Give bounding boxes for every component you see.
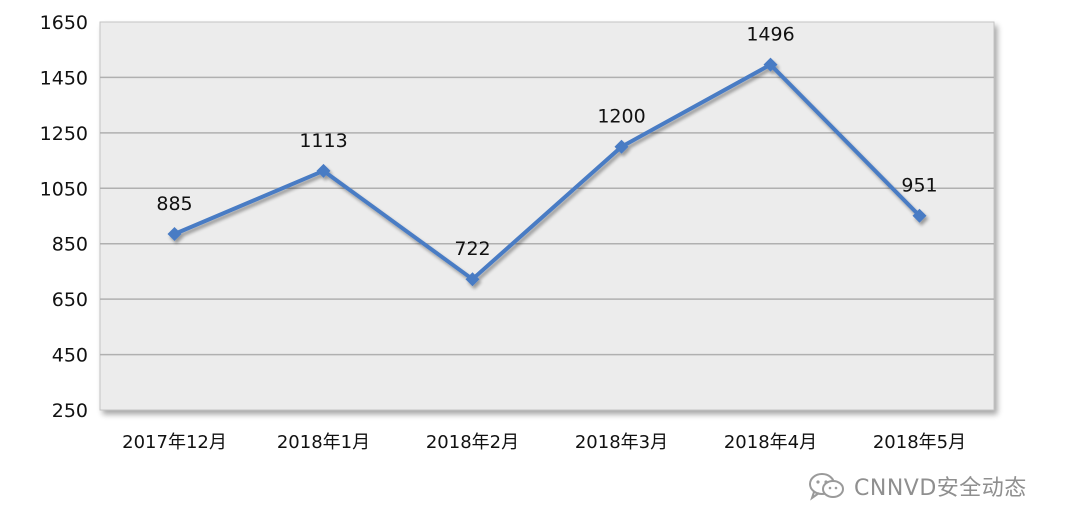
data-point-marker [614,139,629,154]
y-tick-label: 1250 [40,123,88,145]
grid-lines [100,76,994,356]
x-axis-ticks: 2017年12月 2018年1月 2018年2月 2018年3月 2018年4月 2018… [122,432,966,453]
data-point-marker [763,57,778,72]
data-label: 885 [156,193,192,215]
plot-area [99,21,995,411]
series-layer [167,57,927,287]
data-label: 722 [454,238,490,260]
data-label: 1113 [299,130,347,152]
x-tick-label: 2018年1月 [277,432,370,453]
data-labels: 885 1113 722 1200 1496 951 [156,24,937,261]
x-tick-label: 2018年3月 [575,432,668,453]
y-tick-label: 450 [52,345,88,367]
data-label: 1496 [746,24,794,46]
x-tick-label: 2018年5月 [873,432,966,453]
watermark-text: CNNVD安全动态 [854,476,1027,501]
x-tick-label: 2018年4月 [724,432,817,453]
y-tick-label: 650 [52,289,88,311]
x-tick-label: 2017年12月 [122,432,227,453]
data-point-marker [912,208,927,223]
y-tick-label: 1450 [40,67,88,89]
y-tick-label: 1650 [40,12,88,34]
data-point-marker [465,272,480,287]
y-tick-label: 250 [52,400,88,422]
data-label: 951 [901,175,937,197]
watermark: CNNVD安全动态 [808,470,1027,502]
y-axis-ticks: 250 450 650 850 1050 1250 1450 1650 [40,12,88,422]
data-point-marker [167,227,182,242]
wechat-icon [809,473,844,501]
series-line [173,62,921,282]
x-tick-label: 2018年2月 [426,432,519,453]
data-label: 1200 [597,106,645,128]
data-point-marker [316,163,331,178]
y-tick-label: 1050 [40,178,88,200]
y-tick-label: 850 [52,234,88,256]
